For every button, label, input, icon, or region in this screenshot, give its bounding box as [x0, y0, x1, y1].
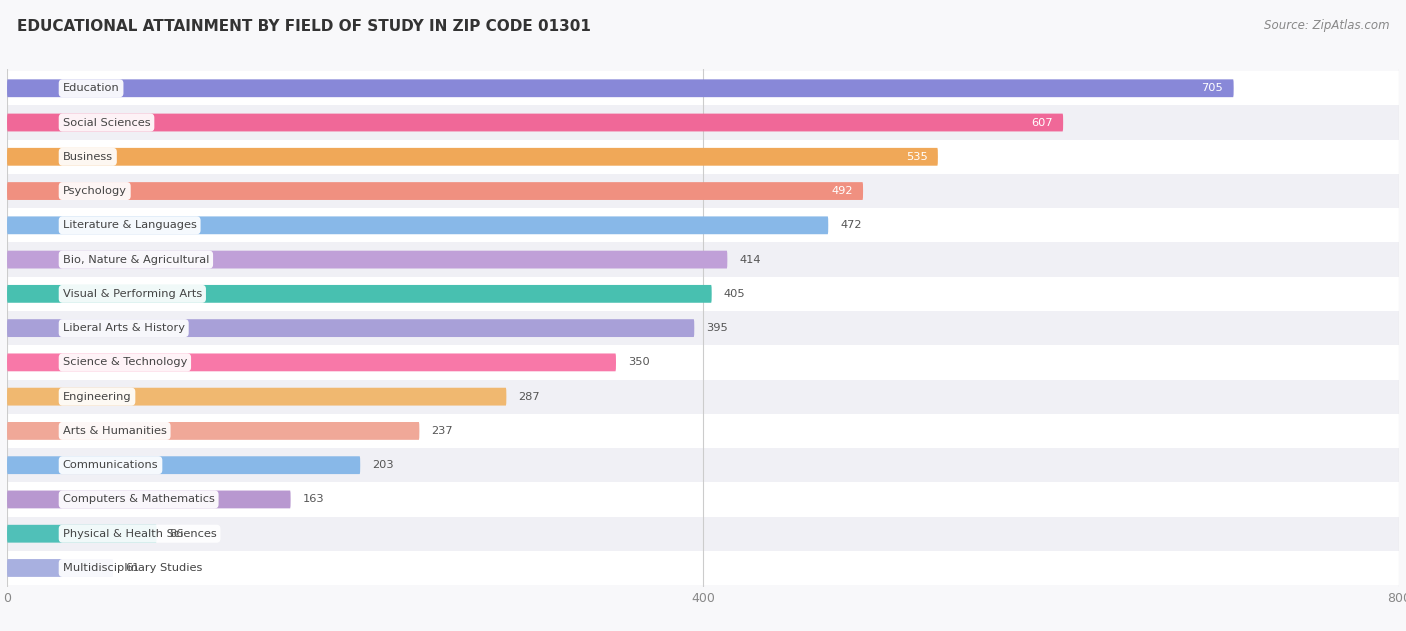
- Text: 86: 86: [169, 529, 183, 539]
- FancyBboxPatch shape: [7, 525, 156, 543]
- FancyBboxPatch shape: [7, 559, 112, 577]
- Text: Literature & Languages: Literature & Languages: [63, 220, 197, 230]
- Text: 61: 61: [125, 563, 139, 573]
- FancyBboxPatch shape: [7, 456, 360, 474]
- FancyBboxPatch shape: [7, 482, 1399, 517]
- FancyBboxPatch shape: [7, 216, 828, 234]
- Text: 705: 705: [1202, 83, 1223, 93]
- FancyBboxPatch shape: [7, 114, 1063, 131]
- Text: Physical & Health Sciences: Physical & Health Sciences: [63, 529, 217, 539]
- Text: 607: 607: [1031, 117, 1053, 127]
- FancyBboxPatch shape: [7, 387, 506, 406]
- FancyBboxPatch shape: [7, 448, 1399, 482]
- Text: Communications: Communications: [63, 460, 159, 470]
- FancyBboxPatch shape: [7, 80, 1233, 97]
- Text: 163: 163: [302, 495, 325, 504]
- Text: Source: ZipAtlas.com: Source: ZipAtlas.com: [1264, 19, 1389, 32]
- FancyBboxPatch shape: [7, 148, 938, 166]
- Text: Bio, Nature & Agricultural: Bio, Nature & Agricultural: [63, 254, 209, 264]
- FancyBboxPatch shape: [7, 182, 863, 200]
- Text: Engineering: Engineering: [63, 392, 131, 402]
- Text: Psychology: Psychology: [63, 186, 127, 196]
- Text: Arts & Humanities: Arts & Humanities: [63, 426, 166, 436]
- Text: 395: 395: [706, 323, 728, 333]
- FancyBboxPatch shape: [7, 551, 1399, 585]
- Text: 203: 203: [373, 460, 394, 470]
- FancyBboxPatch shape: [7, 517, 1399, 551]
- FancyBboxPatch shape: [7, 422, 419, 440]
- FancyBboxPatch shape: [7, 285, 711, 303]
- FancyBboxPatch shape: [7, 174, 1399, 208]
- FancyBboxPatch shape: [7, 139, 1399, 174]
- Text: 492: 492: [831, 186, 852, 196]
- FancyBboxPatch shape: [7, 345, 1399, 379]
- FancyBboxPatch shape: [7, 311, 1399, 345]
- Text: Business: Business: [63, 152, 112, 162]
- Text: EDUCATIONAL ATTAINMENT BY FIELD OF STUDY IN ZIP CODE 01301: EDUCATIONAL ATTAINMENT BY FIELD OF STUDY…: [17, 19, 591, 34]
- Text: Liberal Arts & History: Liberal Arts & History: [63, 323, 184, 333]
- Text: 350: 350: [628, 357, 650, 367]
- FancyBboxPatch shape: [7, 242, 1399, 277]
- FancyBboxPatch shape: [7, 490, 291, 509]
- Text: 414: 414: [740, 254, 761, 264]
- Text: 535: 535: [905, 152, 928, 162]
- FancyBboxPatch shape: [7, 251, 727, 269]
- FancyBboxPatch shape: [7, 353, 616, 371]
- Text: 405: 405: [724, 289, 745, 299]
- Text: 472: 472: [841, 220, 862, 230]
- Text: Visual & Performing Arts: Visual & Performing Arts: [63, 289, 202, 299]
- FancyBboxPatch shape: [7, 71, 1399, 105]
- Text: 287: 287: [519, 392, 540, 402]
- Text: Social Sciences: Social Sciences: [63, 117, 150, 127]
- Text: Education: Education: [63, 83, 120, 93]
- Text: Science & Technology: Science & Technology: [63, 357, 187, 367]
- FancyBboxPatch shape: [7, 379, 1399, 414]
- FancyBboxPatch shape: [7, 414, 1399, 448]
- Text: 237: 237: [432, 426, 453, 436]
- Text: Computers & Mathematics: Computers & Mathematics: [63, 495, 215, 504]
- FancyBboxPatch shape: [7, 105, 1399, 139]
- FancyBboxPatch shape: [7, 319, 695, 337]
- FancyBboxPatch shape: [7, 208, 1399, 242]
- FancyBboxPatch shape: [7, 277, 1399, 311]
- Text: Multidisciplinary Studies: Multidisciplinary Studies: [63, 563, 202, 573]
